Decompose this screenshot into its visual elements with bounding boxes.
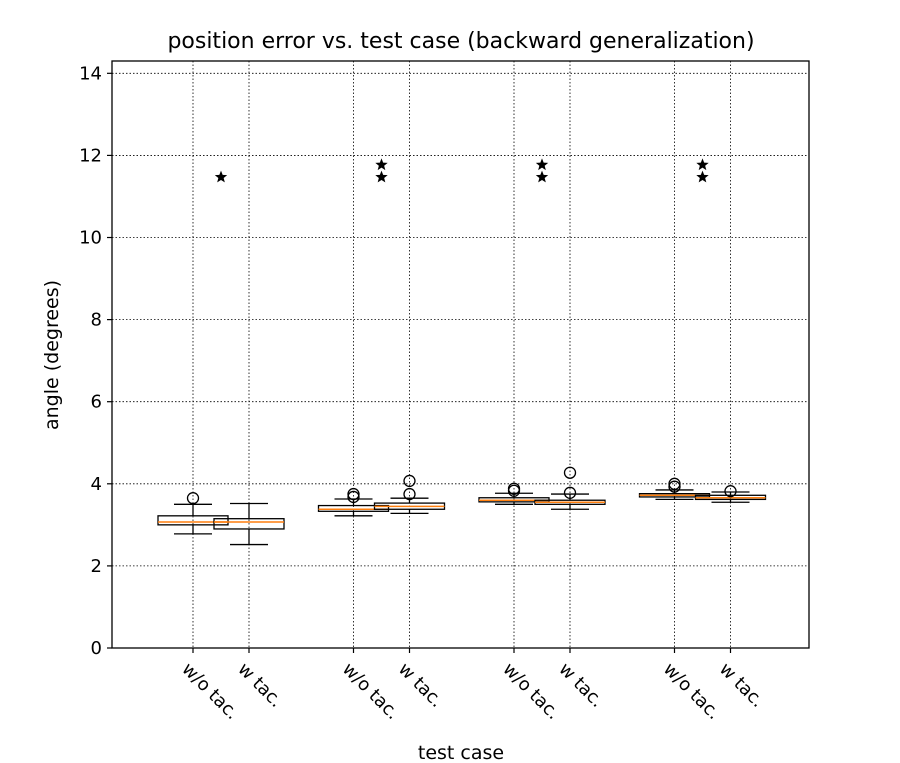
outlier-point (724, 485, 737, 498)
plot-frame (111, 60, 810, 649)
y-axis-label: angle (degrees) (41, 280, 63, 430)
star-marker (696, 158, 709, 171)
box-plot (478, 482, 550, 505)
outlier-point (186, 492, 200, 505)
y-tick-label: 6 (91, 392, 102, 413)
y-tick-label: 2 (91, 556, 102, 577)
y-tick-label: 10 (79, 228, 102, 249)
chart-title: position error vs. test case (backward g… (167, 29, 754, 54)
outlier-point (347, 490, 360, 504)
y-tick-label: 8 (91, 310, 102, 331)
grid-lines (112, 61, 809, 649)
star-marker (375, 170, 388, 183)
x-tick-label: w tac. (715, 659, 768, 712)
box-plot (213, 502, 285, 546)
box-plot (534, 466, 606, 510)
outlier-point (403, 474, 416, 488)
box-plots (157, 158, 767, 546)
x-tick-label: w/o tac. (498, 659, 563, 724)
outlier-point (563, 486, 577, 499)
outlier-point (347, 487, 360, 501)
y-tick-label: 0 (91, 638, 102, 659)
star-marker (375, 158, 388, 171)
star-marker (214, 170, 228, 183)
outlier-point (668, 477, 681, 490)
box-plot (373, 474, 446, 515)
y-tick-label: 4 (91, 474, 102, 495)
outlier-point (403, 487, 416, 501)
star-marker (535, 158, 549, 171)
outlier-point (563, 466, 577, 479)
x-tick-label: w tac. (233, 659, 286, 712)
y-tick-label: 14 (79, 63, 102, 84)
iqr-box (213, 518, 285, 530)
outlier-point (507, 482, 521, 495)
star-marker (696, 170, 709, 183)
x-tick-label: w/o tac. (659, 659, 724, 724)
x-axis-label: test case (418, 742, 504, 763)
x-tick-label: w tac. (394, 659, 447, 712)
x-tick-label: w/o tac. (177, 659, 242, 724)
outlier-point (668, 480, 681, 493)
box-plot (694, 485, 767, 503)
iqr-box (317, 504, 390, 512)
iqr-box (157, 515, 229, 526)
star-marker (535, 170, 549, 183)
x-tick-label: w tac. (554, 659, 607, 712)
y-tick-label: 12 (79, 145, 102, 166)
x-tick-label: w/o tac. (338, 659, 403, 724)
